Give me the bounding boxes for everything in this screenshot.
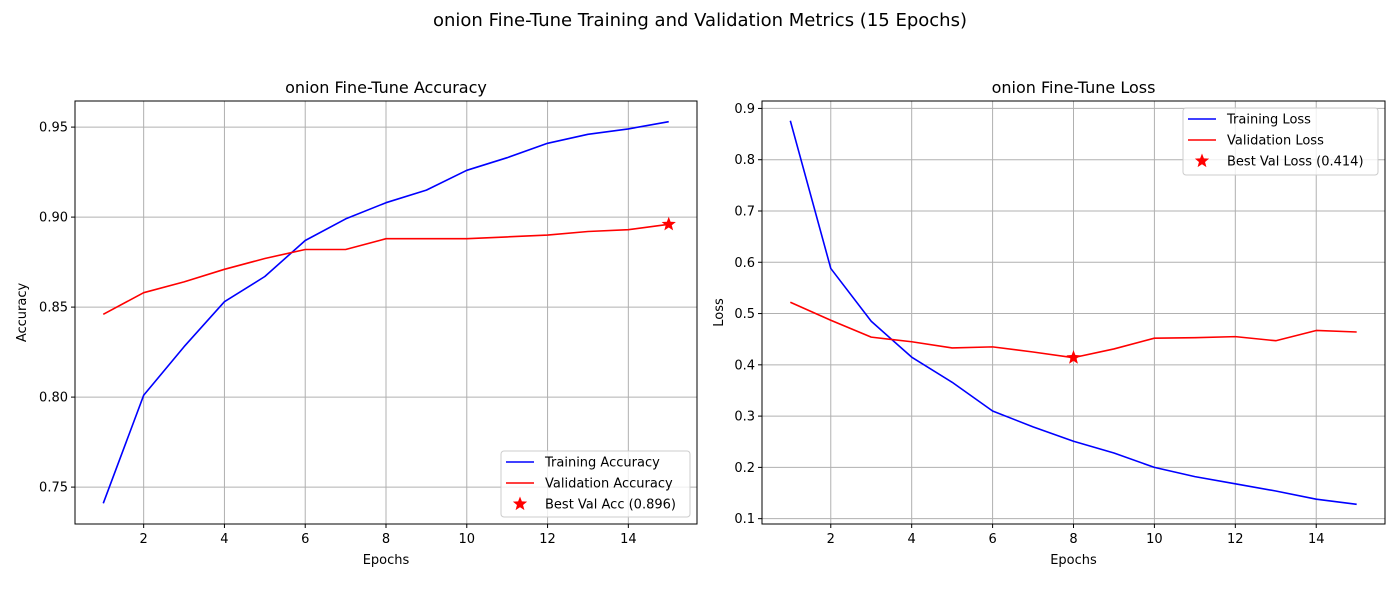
legend-entry-label: Training Loss [1226, 113, 1311, 128]
x-tick-label: 4 [908, 532, 916, 547]
accuracy-chart: 2 4 6 8 10 12 14 0.75 0.80 0.85 0.90 0.95 onion Fine… [15, 78, 698, 568]
x-tick-label: 12 [539, 532, 556, 547]
y-tick-label: 0.1 [734, 512, 755, 527]
x-tick-label: 14 [1308, 532, 1325, 547]
legend-box [1182, 107, 1379, 176]
x-tick-label: 10 [459, 532, 476, 547]
legend: Training Loss Validation Loss Best Val Los… [1182, 107, 1379, 176]
y-tick-label: 0.4 [734, 358, 755, 373]
chart-title: onion Fine-Tune Accuracy [285, 78, 487, 97]
grid [75, 101, 697, 524]
loss-chart: 2 4 6 8 10 12 14 0.1 0.2 0.3 0.4 0.5 0.6 0.7 0.8 0.9 oni… [712, 78, 1386, 568]
y-tick-label: 0.5 [734, 307, 755, 322]
x-axis-label: Epochs [1050, 553, 1097, 568]
y-axis-label: Loss [712, 298, 727, 327]
series-line-validation [102, 223, 669, 316]
legend-entry-label: Best Val Acc (0.896) [545, 498, 676, 513]
x-axis-label: Epochs [363, 553, 410, 568]
x-tick-label: 2 [140, 532, 148, 547]
legend-entry-label: Validation Loss [1227, 134, 1324, 149]
y-tick-label: 0.8 [734, 153, 755, 168]
series-line-training [102, 120, 669, 504]
x-tick-label: 6 [301, 532, 309, 547]
y-tick-label: 0.9 [734, 102, 755, 117]
best-point-star [1066, 350, 1081, 364]
legend-swatch-star [512, 496, 528, 511]
legend-entry-label: Validation Accuracy [545, 477, 673, 492]
best-point-star [661, 216, 676, 231]
y-tick-label: 0.85 [39, 301, 68, 316]
x-tick-label: 12 [1227, 532, 1244, 547]
x-tick-label: 4 [220, 532, 228, 547]
legend: Training Accuracy Validation Accuracy Best… [500, 450, 691, 518]
y-tick-label: 0.3 [734, 410, 755, 425]
x-tick-label: 2 [827, 532, 835, 547]
x-tick-label: 10 [1146, 532, 1163, 547]
legend-box [500, 450, 691, 518]
x-tick-label: 6 [988, 532, 996, 547]
y-tick-label: 0.80 [39, 391, 68, 406]
y-tick-label: 0.6 [734, 256, 755, 271]
legend-swatch-star [1194, 153, 1210, 168]
y-tick-label: 0.90 [39, 211, 68, 226]
y-tick-label: 0.2 [734, 461, 755, 476]
chart-title: onion Fine-Tune Loss [992, 78, 1156, 97]
legend-entry-label: Training Accuracy [544, 456, 660, 471]
x-tick-label: 8 [1069, 532, 1077, 547]
y-tick-label: 0.7 [734, 204, 755, 219]
y-tick-label: 0.75 [39, 481, 68, 496]
y-axis-label: Accuracy [15, 283, 30, 343]
x-tick-label: 14 [620, 532, 637, 547]
x-tick-label: 8 [382, 532, 390, 547]
legend-entry-label: Best Val Loss (0.414) [1227, 155, 1364, 170]
figure-suptitle: onion Fine-Tune Training and Validation … [433, 10, 967, 31]
y-tick-label: 0.95 [39, 121, 68, 136]
series-line-training [789, 120, 1357, 506]
